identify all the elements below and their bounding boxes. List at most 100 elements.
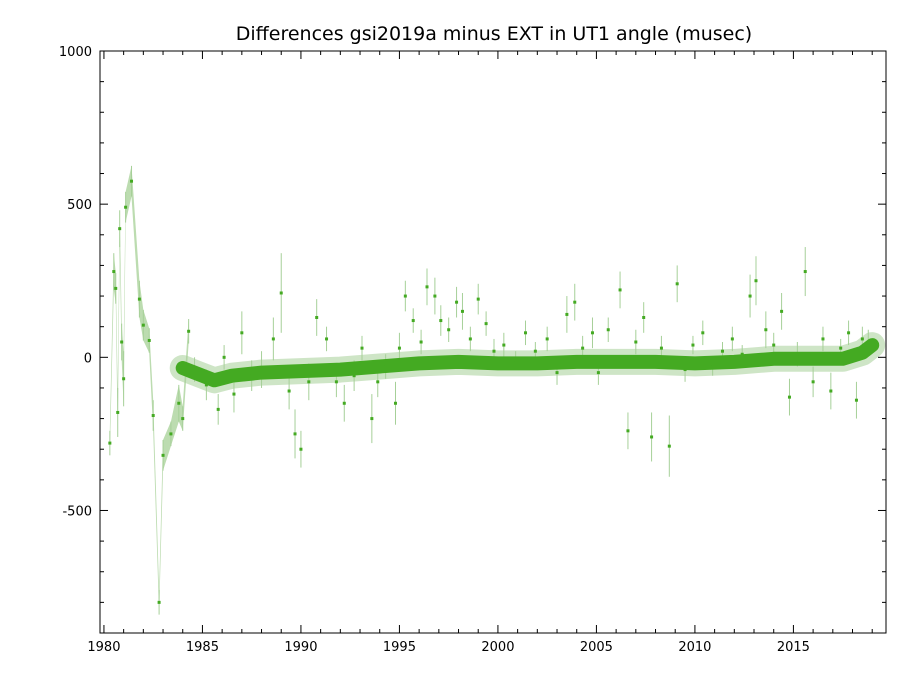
data-point-16 (177, 401, 181, 405)
error-band (109, 165, 189, 615)
x-tick-labels: 1980 1985 1990 1995 2000 2005 2010 2015 (87, 640, 810, 655)
data-point-74 (659, 346, 663, 350)
data-point-35 (334, 380, 338, 384)
data-point-56 (492, 349, 496, 353)
x-tick-label-3: 1995 (383, 640, 416, 655)
data-point-71 (634, 340, 638, 344)
axis-ticks (100, 50, 886, 633)
data-point-53 (468, 337, 472, 341)
data-point-42 (393, 401, 397, 405)
data-point-51 (455, 300, 459, 304)
data-point-10 (141, 323, 145, 327)
data-point-85 (754, 279, 758, 283)
data-point-94 (829, 389, 833, 393)
y-tick-label-0: -500 (62, 504, 92, 519)
data-point-19 (193, 368, 197, 372)
data-point-62 (555, 371, 559, 375)
data-point-87 (772, 343, 776, 347)
data-point-80 (711, 365, 715, 369)
y-tick-label-2: 500 (67, 198, 92, 213)
data-point-79 (701, 331, 705, 335)
data-point-0 (108, 441, 112, 445)
data-point-6 (122, 377, 126, 381)
x-tick-label-5: 2005 (580, 640, 613, 655)
x-tick-label-0: 1980 (87, 640, 120, 655)
data-point-13 (157, 600, 161, 604)
data-point-47 (425, 285, 429, 289)
data-point-78 (691, 343, 695, 347)
data-point-34 (325, 337, 329, 341)
x-tick-label-4: 2000 (481, 640, 514, 655)
data-point-91 (803, 270, 807, 274)
data-point-30 (293, 432, 297, 436)
data-point-83 (740, 352, 744, 356)
data-point-1 (112, 270, 116, 274)
x-tick-label-2: 1990 (284, 640, 317, 655)
data-point-33 (315, 315, 319, 319)
data-point-45 (411, 319, 415, 323)
data-point-96 (847, 331, 851, 335)
data-point-2 (114, 286, 118, 290)
data-point-24 (240, 331, 244, 335)
data-point-5 (120, 340, 124, 344)
data-point-73 (650, 435, 654, 439)
data-point-70 (626, 429, 630, 433)
data-point-60 (533, 349, 537, 353)
data-point-90 (795, 352, 799, 356)
data-point-66 (590, 331, 594, 335)
data-point-69 (618, 288, 622, 292)
data-point-7 (124, 205, 128, 209)
data-point-86 (764, 328, 768, 332)
data-point-49 (439, 319, 443, 323)
dense-cluster (169, 332, 886, 394)
data-point-92 (811, 380, 815, 384)
data-point-15 (169, 432, 173, 436)
data-point-12 (151, 414, 155, 418)
data-point-39 (370, 417, 374, 421)
data-point-61 (545, 337, 549, 341)
data-point-18 (187, 329, 191, 333)
data-point-31 (299, 447, 303, 451)
data-point-50 (447, 328, 451, 332)
y-tick-labels: -500 0 500 1000 (59, 45, 92, 519)
data-point-68 (606, 328, 610, 332)
data-point-29 (287, 389, 291, 393)
data-point-67 (596, 371, 600, 375)
data-point-8 (130, 179, 134, 183)
y-tick-label-3: 1000 (59, 45, 92, 60)
data-point-93 (821, 337, 825, 341)
data-point-95 (839, 346, 843, 350)
data-point-11 (147, 338, 151, 342)
x-tick-label-7: 2015 (777, 640, 810, 655)
data-point-9 (137, 297, 141, 301)
data-point-72 (642, 315, 646, 319)
data-point-43 (397, 346, 401, 350)
chart-title: Differences gsi2019a minus EXT in UT1 an… (236, 23, 752, 45)
data-point-77 (683, 368, 687, 372)
data-point-23 (232, 392, 236, 396)
data-point-36 (342, 401, 346, 405)
data-point-4 (118, 227, 122, 231)
cluster-core (175, 338, 880, 388)
data-point-84 (748, 294, 752, 298)
data-point-40 (376, 380, 380, 384)
uncertainty-band (109, 165, 189, 615)
data-point-82 (730, 337, 734, 341)
data-point-97 (854, 398, 858, 402)
y-tick-label-1: 0 (84, 351, 92, 366)
data-point-28 (279, 291, 283, 295)
data-point-76 (675, 282, 679, 286)
data-points (108, 179, 870, 604)
x-tick-label-6: 2010 (678, 640, 711, 655)
data-point-58 (514, 358, 518, 362)
data-point-89 (787, 395, 791, 399)
data-point-98 (860, 337, 864, 341)
data-point-48 (433, 294, 437, 298)
data-point-65 (581, 346, 585, 350)
data-point-41 (384, 365, 388, 369)
data-point-14 (161, 453, 165, 457)
data-point-54 (476, 297, 480, 301)
data-point-52 (460, 309, 464, 313)
data-point-17 (181, 417, 185, 421)
data-point-88 (780, 309, 784, 313)
